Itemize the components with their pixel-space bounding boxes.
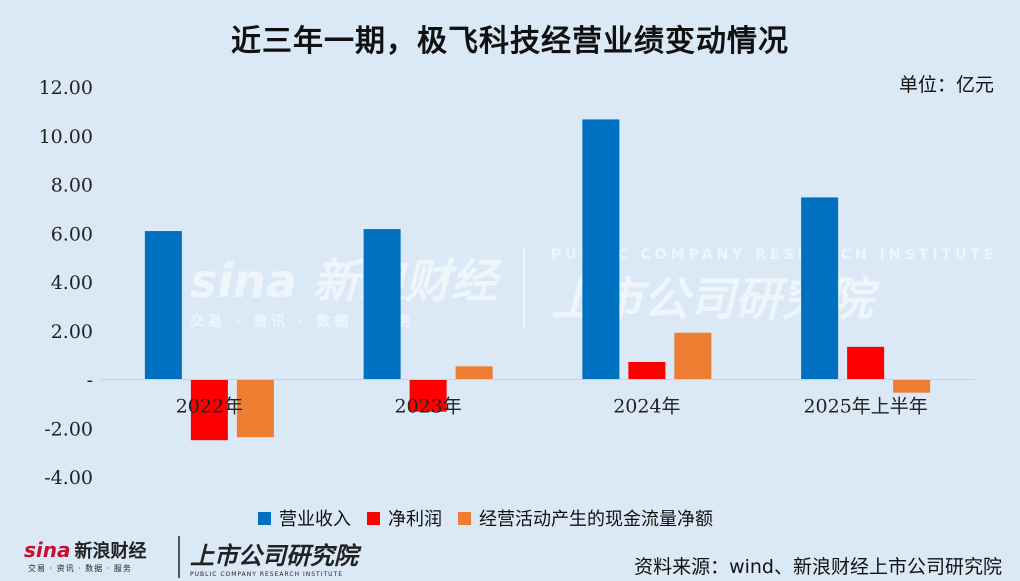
bar-revenue [363,229,401,380]
y-tick-label: 2.00 [51,321,93,343]
bar-cash-flow [674,332,712,380]
x-tick-label: 2023年 [394,396,461,418]
bar-net-profit [847,346,885,380]
y-tick-label: -2.00 [44,418,93,440]
legend-swatch-net-profit [367,511,380,525]
legend-swatch-revenue [258,511,271,525]
sina-cn: 新浪财经 [74,541,147,562]
bar-net-profit [190,379,228,441]
institute-sub: PUBLIC COMPANY RESEARCH INSTITUTE [190,571,343,578]
legend-item-net-profit: 净利润 [367,505,442,531]
sina-sub: 交易 · 资讯 · 数据 · 服务 [28,564,132,573]
bar-revenue [801,197,839,380]
x-tick-label: 2025年上半年 [803,396,927,418]
y-tick-label: 6.00 [51,223,93,245]
institute-name: 上市公司研究院 [190,542,358,570]
sina-finance-logo: sina 新浪财经 交易 · 资讯 · 数据 · 服务 [24,537,147,574]
legend-label-net-profit: 净利润 [388,509,442,530]
sina-brand: sina [24,538,71,562]
bar-net-profit [409,379,447,412]
source-note: 资料来源：wind、新浪财经上市公司研究院 [634,556,1002,578]
chart-title: 近三年一期，极飞科技经营业绩变动情况 [231,24,789,59]
y-tick-label: 10.00 [39,126,93,148]
legend-item-cash-flow: 经营活动产生的现金流量净额 [458,505,713,531]
y-axis-labels: 12.00 10.00 8.00 6.00 4.00 2.00 - -2.00 -4.00 [39,77,93,489]
y-tick-label: 12.00 [39,77,93,99]
y-tick-label: 4.00 [51,272,93,294]
legend-item-revenue: 营业收入 [258,505,351,531]
bar-revenue [582,119,620,380]
bar-net-profit [628,361,666,380]
x-tick-label: 2024年 [613,396,680,418]
bar-revenue [144,231,182,380]
bar-cash-flow [236,379,274,438]
legend-label-revenue: 营业收入 [279,509,351,530]
x-tick-label: 2022年 [176,396,243,418]
legend-swatch-cash-flow [458,511,471,525]
legend-label-cash-flow: 经营活动产生的现金流量净额 [479,509,713,530]
institute-logo: 上市公司研究院 PUBLIC COMPANY RESEARCH INSTITUT… [178,536,358,578]
y-tick-label: -4.00 [44,467,93,489]
y-tick-label: 8.00 [51,175,93,197]
unit-label: 单位：亿元 [898,74,994,96]
x-axis-labels: 2022年 2023年 2024年 2025年上半年 [176,396,928,418]
bar-cash-flow [893,379,931,393]
y-tick-label: - [87,370,93,392]
bar-cash-flow [455,366,493,380]
bars [144,119,931,441]
legend: 营业收入 净利润 经营活动产生的现金流量净额 [258,505,713,531]
